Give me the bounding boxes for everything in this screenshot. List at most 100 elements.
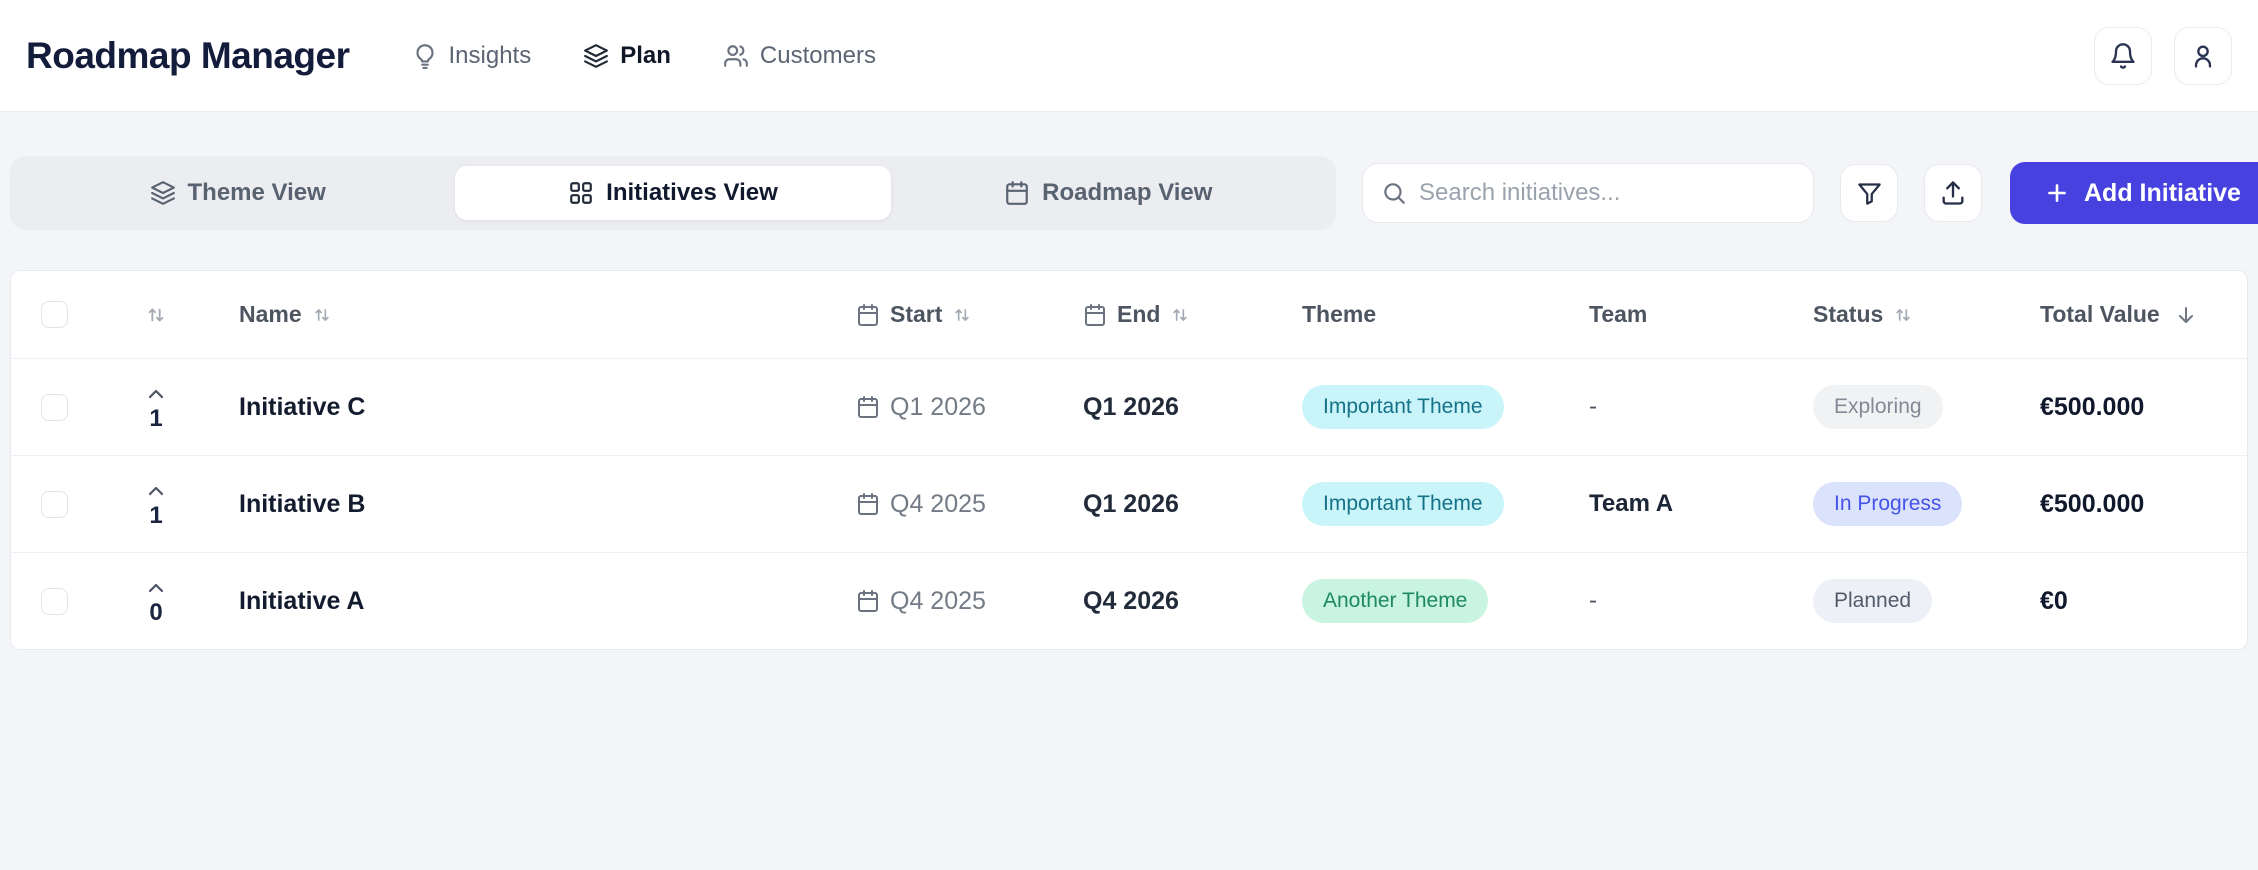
column-label: Start — [890, 301, 943, 327]
team-value: Team A — [1589, 490, 1674, 517]
sort-icon — [1170, 305, 1190, 325]
search-icon — [1381, 180, 1407, 206]
nav-item-insights[interactable]: Insights — [412, 41, 532, 70]
vote-count: 0 — [149, 598, 163, 626]
column-header-start[interactable]: Start — [848, 301, 1075, 328]
theme-badge: Another Theme — [1302, 579, 1489, 623]
initiative-name: Initiative A — [239, 586, 365, 615]
select-all-checkbox[interactable] — [41, 301, 68, 328]
table-row[interactable]: 1 Initiative C Q1 2026 Q1 2026 Important… — [11, 358, 2247, 455]
search-input[interactable] — [1419, 179, 1795, 207]
calendar-icon — [1004, 180, 1030, 206]
layers-icon — [583, 43, 609, 69]
column-label: Status — [1813, 301, 1884, 327]
upvote-button[interactable] — [144, 479, 168, 501]
initiative-name-cell: Initiative C — [211, 393, 848, 422]
column-header-name[interactable]: Name — [211, 301, 848, 328]
sort-icon — [312, 305, 332, 325]
theme-cell: Important Theme — [1294, 385, 1581, 429]
initiative-name: Initiative C — [239, 392, 366, 421]
column-label: End — [1117, 301, 1161, 327]
start-cell: Q4 2025 — [848, 587, 1075, 616]
row-checkbox-cell — [11, 490, 101, 518]
table-row[interactable]: 0 Initiative A Q4 2025 Q4 2026 Another T… — [11, 552, 2247, 649]
total-value-cell: €500.000 — [2032, 393, 2247, 422]
row-checkbox[interactable] — [41, 393, 68, 421]
sort-icon — [145, 304, 167, 326]
lightbulb-icon — [412, 43, 438, 69]
user-icon — [2189, 42, 2217, 70]
column-label: Total Value — [2040, 301, 2160, 327]
main-nav: Insights Plan Customers — [412, 42, 876, 70]
notifications-button[interactable] — [2094, 26, 2152, 85]
column-label: Theme — [1302, 301, 1377, 327]
column-header-team: Team — [1581, 301, 1805, 328]
calendar-icon — [856, 303, 880, 327]
theme-badge: Important Theme — [1302, 482, 1504, 526]
calendar-icon — [856, 492, 880, 516]
tab-initiatives-view[interactable]: Initiatives View — [455, 166, 891, 220]
nav-item-label: Customers — [759, 41, 876, 69]
vote-count: 1 — [149, 404, 163, 432]
column-label: Name — [239, 301, 302, 327]
nav-item-customers[interactable]: Customers — [723, 42, 876, 70]
profile-button[interactable] — [2174, 26, 2232, 85]
filter-button[interactable] — [1840, 164, 1898, 222]
status-cell: In Progress — [1805, 482, 2032, 526]
start-value: Q4 2025 — [890, 586, 986, 615]
tab-theme-view[interactable]: Theme View — [20, 166, 455, 220]
votes-sort-header[interactable] — [101, 304, 211, 326]
end-cell: Q1 2026 — [1075, 393, 1294, 422]
toolbar: Theme View Initiatives View Roadmap View — [10, 156, 2258, 230]
column-header-status[interactable]: Status — [1805, 301, 2032, 328]
start-value: Q4 2025 — [890, 489, 986, 518]
row-checkbox-cell — [11, 587, 101, 615]
calendar-icon — [856, 589, 880, 613]
initiative-name-cell: Initiative B — [211, 490, 848, 519]
start-value: Q1 2026 — [890, 392, 986, 421]
search-box — [1362, 163, 1814, 223]
tab-roadmap-view[interactable]: Roadmap View — [891, 166, 1326, 220]
team-cell: Team A — [1581, 490, 1805, 518]
users-icon — [723, 43, 749, 69]
total-value: €500.000 — [2040, 392, 2145, 421]
layers-icon — [150, 180, 176, 206]
column-header-total-value[interactable]: Total Value — [2032, 301, 2247, 328]
team-value: - — [1589, 587, 1597, 614]
vote-count: 1 — [149, 501, 163, 529]
row-checkbox[interactable] — [41, 587, 68, 615]
grid-icon — [568, 180, 594, 206]
sort-icon — [952, 305, 972, 325]
column-label: Team — [1589, 301, 1648, 327]
end-value: Q1 2026 — [1083, 489, 1179, 518]
table-row[interactable]: 1 Initiative B Q4 2025 Q1 2026 Important… — [11, 455, 2247, 552]
nav-item-label: Insights — [448, 41, 532, 69]
theme-badge: Important Theme — [1302, 385, 1504, 429]
app-header: Roadmap Manager Insights Plan Customers — [0, 0, 2258, 112]
app-title: Roadmap Manager — [26, 34, 350, 76]
upvote-button[interactable] — [144, 382, 168, 404]
total-value-cell: €500.000 — [2032, 490, 2247, 519]
row-checkbox-cell — [11, 393, 101, 421]
sort-icon — [1893, 305, 1913, 325]
view-tabs: Theme View Initiatives View Roadmap View — [10, 156, 1336, 230]
vote-cell: 0 — [101, 576, 211, 627]
status-badge: Planned — [1813, 579, 1933, 623]
add-initiative-button[interactable]: Add Initiative — [2010, 162, 2258, 224]
tab-label: Theme View — [187, 179, 326, 206]
sort-desc-icon — [2174, 303, 2198, 327]
total-value: €500.000 — [2040, 489, 2145, 518]
table-header-row: Name Start End Theme — [11, 271, 2247, 358]
row-checkbox[interactable] — [41, 490, 68, 518]
status-cell: Planned — [1805, 579, 2032, 623]
status-badge: In Progress — [1813, 482, 1963, 526]
filter-icon — [1856, 180, 1883, 207]
upvote-button[interactable] — [144, 576, 168, 598]
team-cell: - — [1581, 393, 1805, 421]
upload-icon — [1939, 179, 1967, 207]
export-button[interactable] — [1924, 164, 1982, 222]
calendar-icon — [1083, 303, 1107, 327]
status-badge: Exploring — [1813, 385, 1943, 429]
column-header-end[interactable]: End — [1075, 301, 1294, 328]
nav-item-plan[interactable]: Plan — [583, 42, 671, 70]
